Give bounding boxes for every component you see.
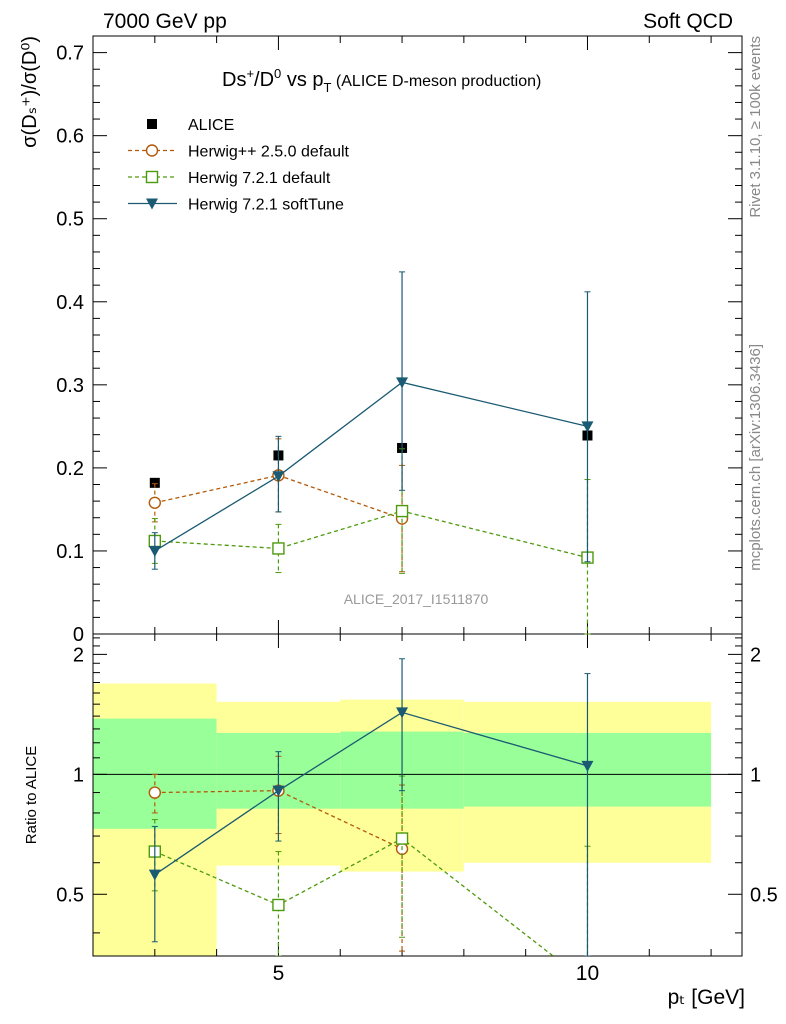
legend-label-0: ALICE	[188, 117, 234, 134]
ratio-series-layer	[148, 658, 594, 956]
series-3-point-1	[272, 471, 285, 483]
title-vs: vs p	[281, 69, 323, 91]
ratio-tick-label-2: 2	[73, 644, 84, 666]
ratio-2-point-1	[272, 898, 285, 912]
plot-title: Ds+/D0 vs pT (ALICE D-meson production)	[222, 66, 541, 95]
ratio-2-point-2	[395, 832, 409, 845]
y-tick-label-0: 0	[73, 624, 84, 646]
ratio-frame	[92, 633, 743, 957]
series-3-point-3	[581, 421, 594, 433]
ratio-tick-label-right-1: 1	[750, 764, 761, 786]
title-main: Ds	[222, 69, 246, 91]
y-tick-label-5: 0.5	[56, 209, 84, 231]
title-mid: /D	[254, 69, 274, 91]
mcplots-label: mcplots.cern.ch [arXiv:1306.3436]	[747, 344, 764, 571]
y-tick-label-7: 0.7	[56, 43, 84, 65]
title-sub: T	[324, 80, 332, 95]
legend-marker-3	[146, 198, 158, 210]
series-3-point-2	[396, 377, 409, 389]
rivet-version-label: Rivet 3.1.10, ≥ 100k events	[747, 36, 764, 218]
ratio-axis-label: Ratio to ALICE	[23, 746, 40, 844]
title-sup1: +	[246, 66, 254, 81]
series-0-point-0	[149, 477, 160, 488]
title-note: (ALICE D-meson production)	[331, 73, 541, 90]
ratio-tick-label-right-2: 2	[750, 644, 761, 666]
series-1-point-0	[148, 496, 162, 509]
ratio-line-3	[154, 711, 588, 876]
ratio-series-3	[148, 658, 594, 956]
energy-label: 7000 GeV pp	[103, 10, 227, 33]
series-2-point-1	[272, 542, 285, 555]
y-tick-label-3: 0.3	[56, 375, 84, 397]
series-3	[148, 271, 594, 570]
ratio-tick-label-right-0: 0.5	[750, 884, 778, 906]
main-series-layer	[148, 271, 594, 635]
y-tick-label-4: 0.4	[56, 292, 84, 314]
legend-label-3: Herwig 7.2.1 softTune	[188, 197, 344, 214]
ratio-3-point-2	[396, 707, 409, 719]
x-axis-label: pₜ [GeV]	[668, 986, 745, 1009]
legend-label-1: Herwig++ 2.5.0 default	[188, 144, 350, 161]
y-tick-label-1: 0.1	[56, 541, 84, 563]
process-label: Soft QCD	[643, 10, 733, 33]
series-2-point-2	[395, 504, 409, 518]
y-tick-label-6: 0.6	[56, 126, 84, 148]
ratio-3-point-3	[581, 760, 594, 772]
axis-ticks: 5 10 0 0.1 0.2 0.3 0.4 0.5 0.6 0.7 0.5 0.5 1 1 2 2	[56, 36, 778, 985]
legend-marker-0	[147, 119, 157, 129]
ratio-line-2	[154, 837, 555, 956]
legend-marker-1	[145, 144, 159, 157]
legend: ALICE Herwig++ 2.5.0 default Herwig 7.2.1 …	[128, 117, 350, 214]
legend-marker-2	[145, 170, 159, 184]
series-line-3	[154, 381, 588, 552]
series-3-point-0	[148, 545, 161, 557]
ratio-3-point-1	[272, 785, 285, 797]
series-line-2	[154, 510, 588, 559]
title-sup2: 0	[274, 66, 281, 81]
legend-label-2: Herwig 7.2.1 default	[188, 170, 331, 187]
ratio-tick-label-1: 1	[73, 764, 84, 786]
y-tick-label-2: 0.2	[56, 458, 84, 480]
series-0	[149, 430, 593, 488]
ratio-tick-label-0: 0.5	[56, 884, 84, 906]
x-tick-label-10: 10	[576, 962, 599, 985]
y-axis-label: σ(Dₛ⁺)/σ(D⁰)	[19, 36, 41, 148]
x-tick-label-5: 5	[273, 962, 285, 985]
ratio-3-point-0	[148, 869, 161, 881]
ratio-1-point-0	[148, 786, 162, 799]
analysis-label: ALICE_2017_I1511870	[344, 591, 489, 607]
